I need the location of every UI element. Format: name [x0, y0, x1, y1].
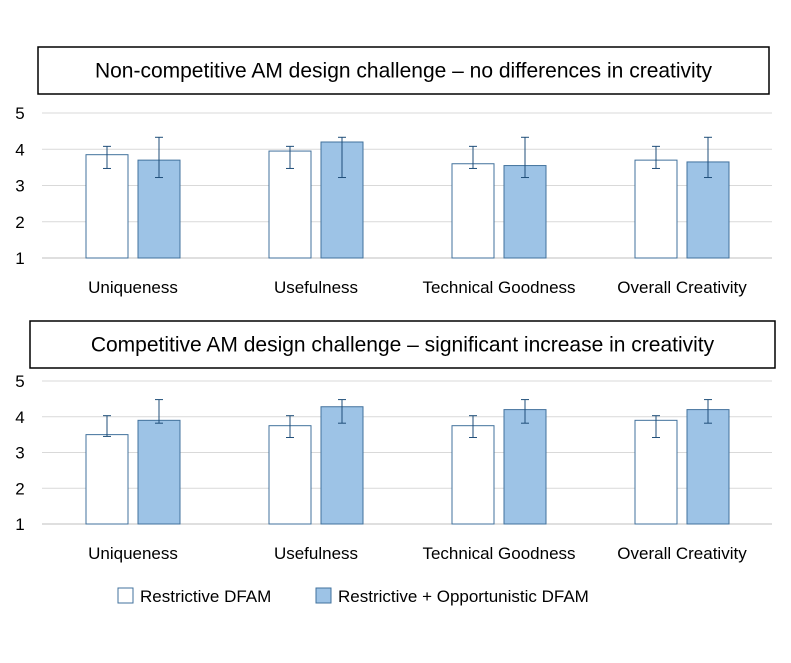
- y-tick-label: 2: [15, 213, 24, 232]
- category-label: Technical Goodness: [422, 278, 575, 297]
- category-label: Overall Creativity: [617, 278, 747, 297]
- y-tick-label: 4: [15, 140, 24, 159]
- bar-combined: [503, 165, 547, 259]
- legend-label-restrictive: Restrictive DFAM: [140, 587, 271, 606]
- category-label: Uniqueness: [88, 278, 178, 297]
- category-label: Technical Goodness: [422, 544, 575, 563]
- category-label: Uniqueness: [88, 544, 178, 563]
- chart-title-box: [37, 46, 770, 95]
- category-label: Usefulness: [274, 544, 358, 563]
- bar-combined: [686, 409, 730, 525]
- y-tick-label: 2: [15, 479, 24, 498]
- bar-combined: [137, 419, 181, 525]
- y-tick-label: 5: [15, 104, 24, 123]
- y-tick-label: 4: [15, 408, 24, 427]
- legend-swatch-combined: [315, 587, 332, 604]
- y-tick-label: 1: [15, 249, 24, 268]
- category-label: Usefulness: [274, 278, 358, 297]
- chart-title: Competitive AM design challenge – signif…: [91, 334, 715, 357]
- bar-combined: [320, 406, 364, 525]
- bar-restrictive: [451, 425, 495, 525]
- y-tick-label: 1: [15, 515, 24, 534]
- bar-restrictive: [85, 434, 129, 525]
- category-label: Overall Creativity: [617, 544, 747, 563]
- chart-title: Non-competitive AM design challenge – no…: [95, 60, 713, 83]
- chart-title-box: [29, 320, 776, 369]
- bar-restrictive: [85, 154, 129, 259]
- bar-restrictive: [634, 159, 678, 259]
- y-tick-label: 5: [15, 372, 24, 391]
- bar-restrictive: [451, 163, 495, 259]
- bar-restrictive: [268, 425, 312, 525]
- bar-combined: [503, 409, 547, 525]
- y-tick-label: 3: [15, 444, 24, 463]
- y-tick-label: 3: [15, 177, 24, 196]
- legend-label-combined: Restrictive + Opportunistic DFAM: [338, 587, 589, 606]
- legend-swatch-restrictive: [117, 587, 134, 604]
